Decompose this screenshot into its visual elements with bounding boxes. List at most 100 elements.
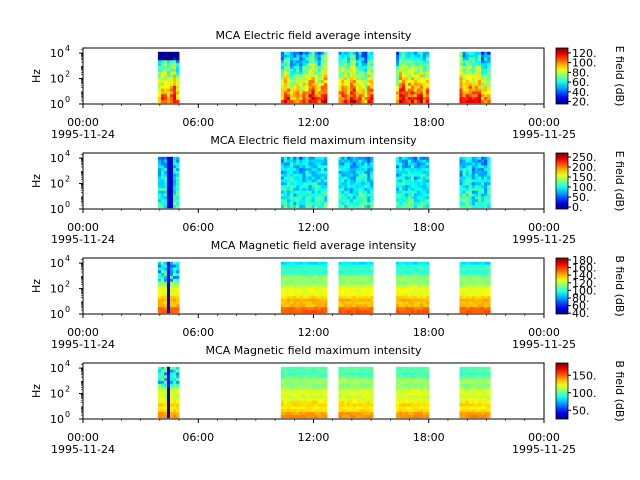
y-tick-exponent: 4 (65, 44, 70, 53)
colorbar-tick-label: 80. (572, 292, 590, 305)
spectrogram-segment (396, 51, 430, 104)
spectrogram-segment (280, 156, 328, 209)
x-tick-label: 12:00 (298, 221, 330, 234)
spectrogram-segment (338, 366, 374, 419)
x-tick-label: 00:00 (528, 116, 560, 129)
y-tick-label: 10 (50, 98, 64, 111)
spectrogram-segment (459, 156, 491, 209)
colorbar-tick-label: 60. (572, 300, 590, 313)
y-tick-label: 10 (50, 413, 64, 426)
colorbar-label: B field (dB) (613, 255, 626, 316)
x-tick-label: 00:00 (67, 326, 99, 339)
x-tick-label: 12:00 (298, 431, 330, 444)
x-tick-label: 18:00 (413, 221, 445, 234)
colorbar-gradient (555, 47, 569, 105)
colorbar-gradient (555, 257, 569, 315)
colorbar-label: B field (dB) (613, 360, 626, 421)
colorbar-tick-label: 120. (572, 277, 597, 290)
x-tick-label: 18:00 (413, 116, 445, 129)
y-tick-label: 10 (50, 283, 64, 296)
date-label-start: 1995-11-24 (51, 443, 115, 456)
x-tick-label: 00:00 (67, 116, 99, 129)
y-tick-exponent: 0 (65, 410, 70, 419)
colorbar-tick-label: 60. (572, 76, 590, 89)
x-tick-label: 18:00 (413, 326, 445, 339)
x-tick-label: 18:00 (413, 431, 445, 444)
spectrogram-segment (157, 261, 180, 314)
colorbar-tick-label: 80. (572, 66, 590, 79)
date-label-end: 1995-11-25 (512, 128, 576, 141)
y-tick-label: 10 (50, 178, 64, 191)
x-tick-label: 00:00 (528, 326, 560, 339)
x-tick-label: 12:00 (298, 116, 330, 129)
x-tick-label: 00:00 (528, 431, 560, 444)
x-tick-label: 12:00 (298, 326, 330, 339)
colorbar-gradient (555, 152, 569, 210)
spectrogram-segment (157, 156, 180, 209)
y-tick-label: 10 (50, 203, 64, 216)
colorbar-tick-label: 100. (572, 387, 597, 400)
x-tick-label: 00:00 (528, 221, 560, 234)
colorbar: 40.60.80.100.120.140.160.180. B field (dB… (555, 254, 626, 320)
colorbar-tick-label: 180. (572, 254, 597, 267)
y-tick-exponent: 2 (65, 385, 70, 394)
colorbar-tick-label: 50. (572, 404, 590, 417)
date-label-start: 1995-11-24 (51, 233, 115, 246)
y-tick-label: 10 (50, 257, 64, 270)
y-tick-exponent: 0 (65, 95, 70, 104)
colorbar-tick-label: 100. (572, 181, 597, 194)
colorbar-tick-label: 100. (572, 284, 597, 297)
x-tick-label: 06:00 (182, 431, 214, 444)
y-axis-label: Hz (30, 384, 43, 398)
colorbar-label: E field (dB) (613, 46, 626, 107)
spectrogram-segment (280, 261, 328, 314)
spectrogram-segment (157, 51, 180, 104)
colorbar-tick-label: 250. (572, 151, 597, 164)
y-axis-label: Hz (30, 174, 43, 188)
y-tick-label: 10 (50, 73, 64, 86)
y-tick-label: 10 (50, 308, 64, 321)
panel-title: MCA Electric field average intensity (216, 29, 412, 42)
y-tick-label: 10 (50, 362, 64, 375)
colorbar-tick-label: 150. (572, 171, 597, 184)
x-tick-label: 06:00 (182, 116, 214, 129)
colorbar-tick-label: 20. (572, 96, 590, 109)
spectrogram-segment (280, 366, 328, 419)
y-tick-exponent: 2 (65, 70, 70, 79)
y-tick-label: 10 (50, 388, 64, 401)
spectrogram-segment (280, 51, 328, 104)
colorbar-tick-label: 140. (572, 269, 597, 282)
y-tick-exponent: 0 (65, 305, 70, 314)
y-tick-label: 10 (50, 47, 64, 60)
colorbar-tick-label: 160. (572, 262, 597, 275)
y-tick-exponent: 4 (65, 149, 70, 158)
panel-title: MCA Magnetic field maximum intensity (206, 344, 422, 357)
colorbar: 0.50.100.150.200.250. E field (dB) (555, 151, 626, 214)
colorbar-tick-label: 120. (572, 47, 597, 60)
colorbar: 20.40.60.80.100.120. E field (dB) (555, 46, 626, 109)
colorbar-tick-label: 50. (572, 191, 590, 204)
x-tick-label: 06:00 (182, 326, 214, 339)
y-tick-label: 10 (50, 152, 64, 165)
colorbar-tick-label: 40. (572, 307, 590, 320)
x-tick-label: 00:00 (67, 431, 99, 444)
spectrogram-segment (459, 51, 491, 104)
spectrogram-segment (396, 156, 430, 209)
y-tick-exponent: 2 (65, 280, 70, 289)
colorbar-tick-label: 200. (572, 161, 597, 174)
colorbar-tick-label: 0. (572, 201, 583, 214)
date-label-start: 1995-11-24 (51, 128, 115, 141)
spectrogram-segment (396, 261, 430, 314)
x-tick-label: 06:00 (182, 221, 214, 234)
panel-title: MCA Electric field maximum intensity (210, 134, 417, 147)
colorbar-label: E field (dB) (613, 151, 626, 212)
y-tick-exponent: 4 (65, 254, 70, 263)
spectrogram-segment (459, 261, 491, 314)
colorbar-tick-label: 40. (572, 86, 590, 99)
y-tick-exponent: 2 (65, 175, 70, 184)
x-tick-label: 00:00 (67, 221, 99, 234)
